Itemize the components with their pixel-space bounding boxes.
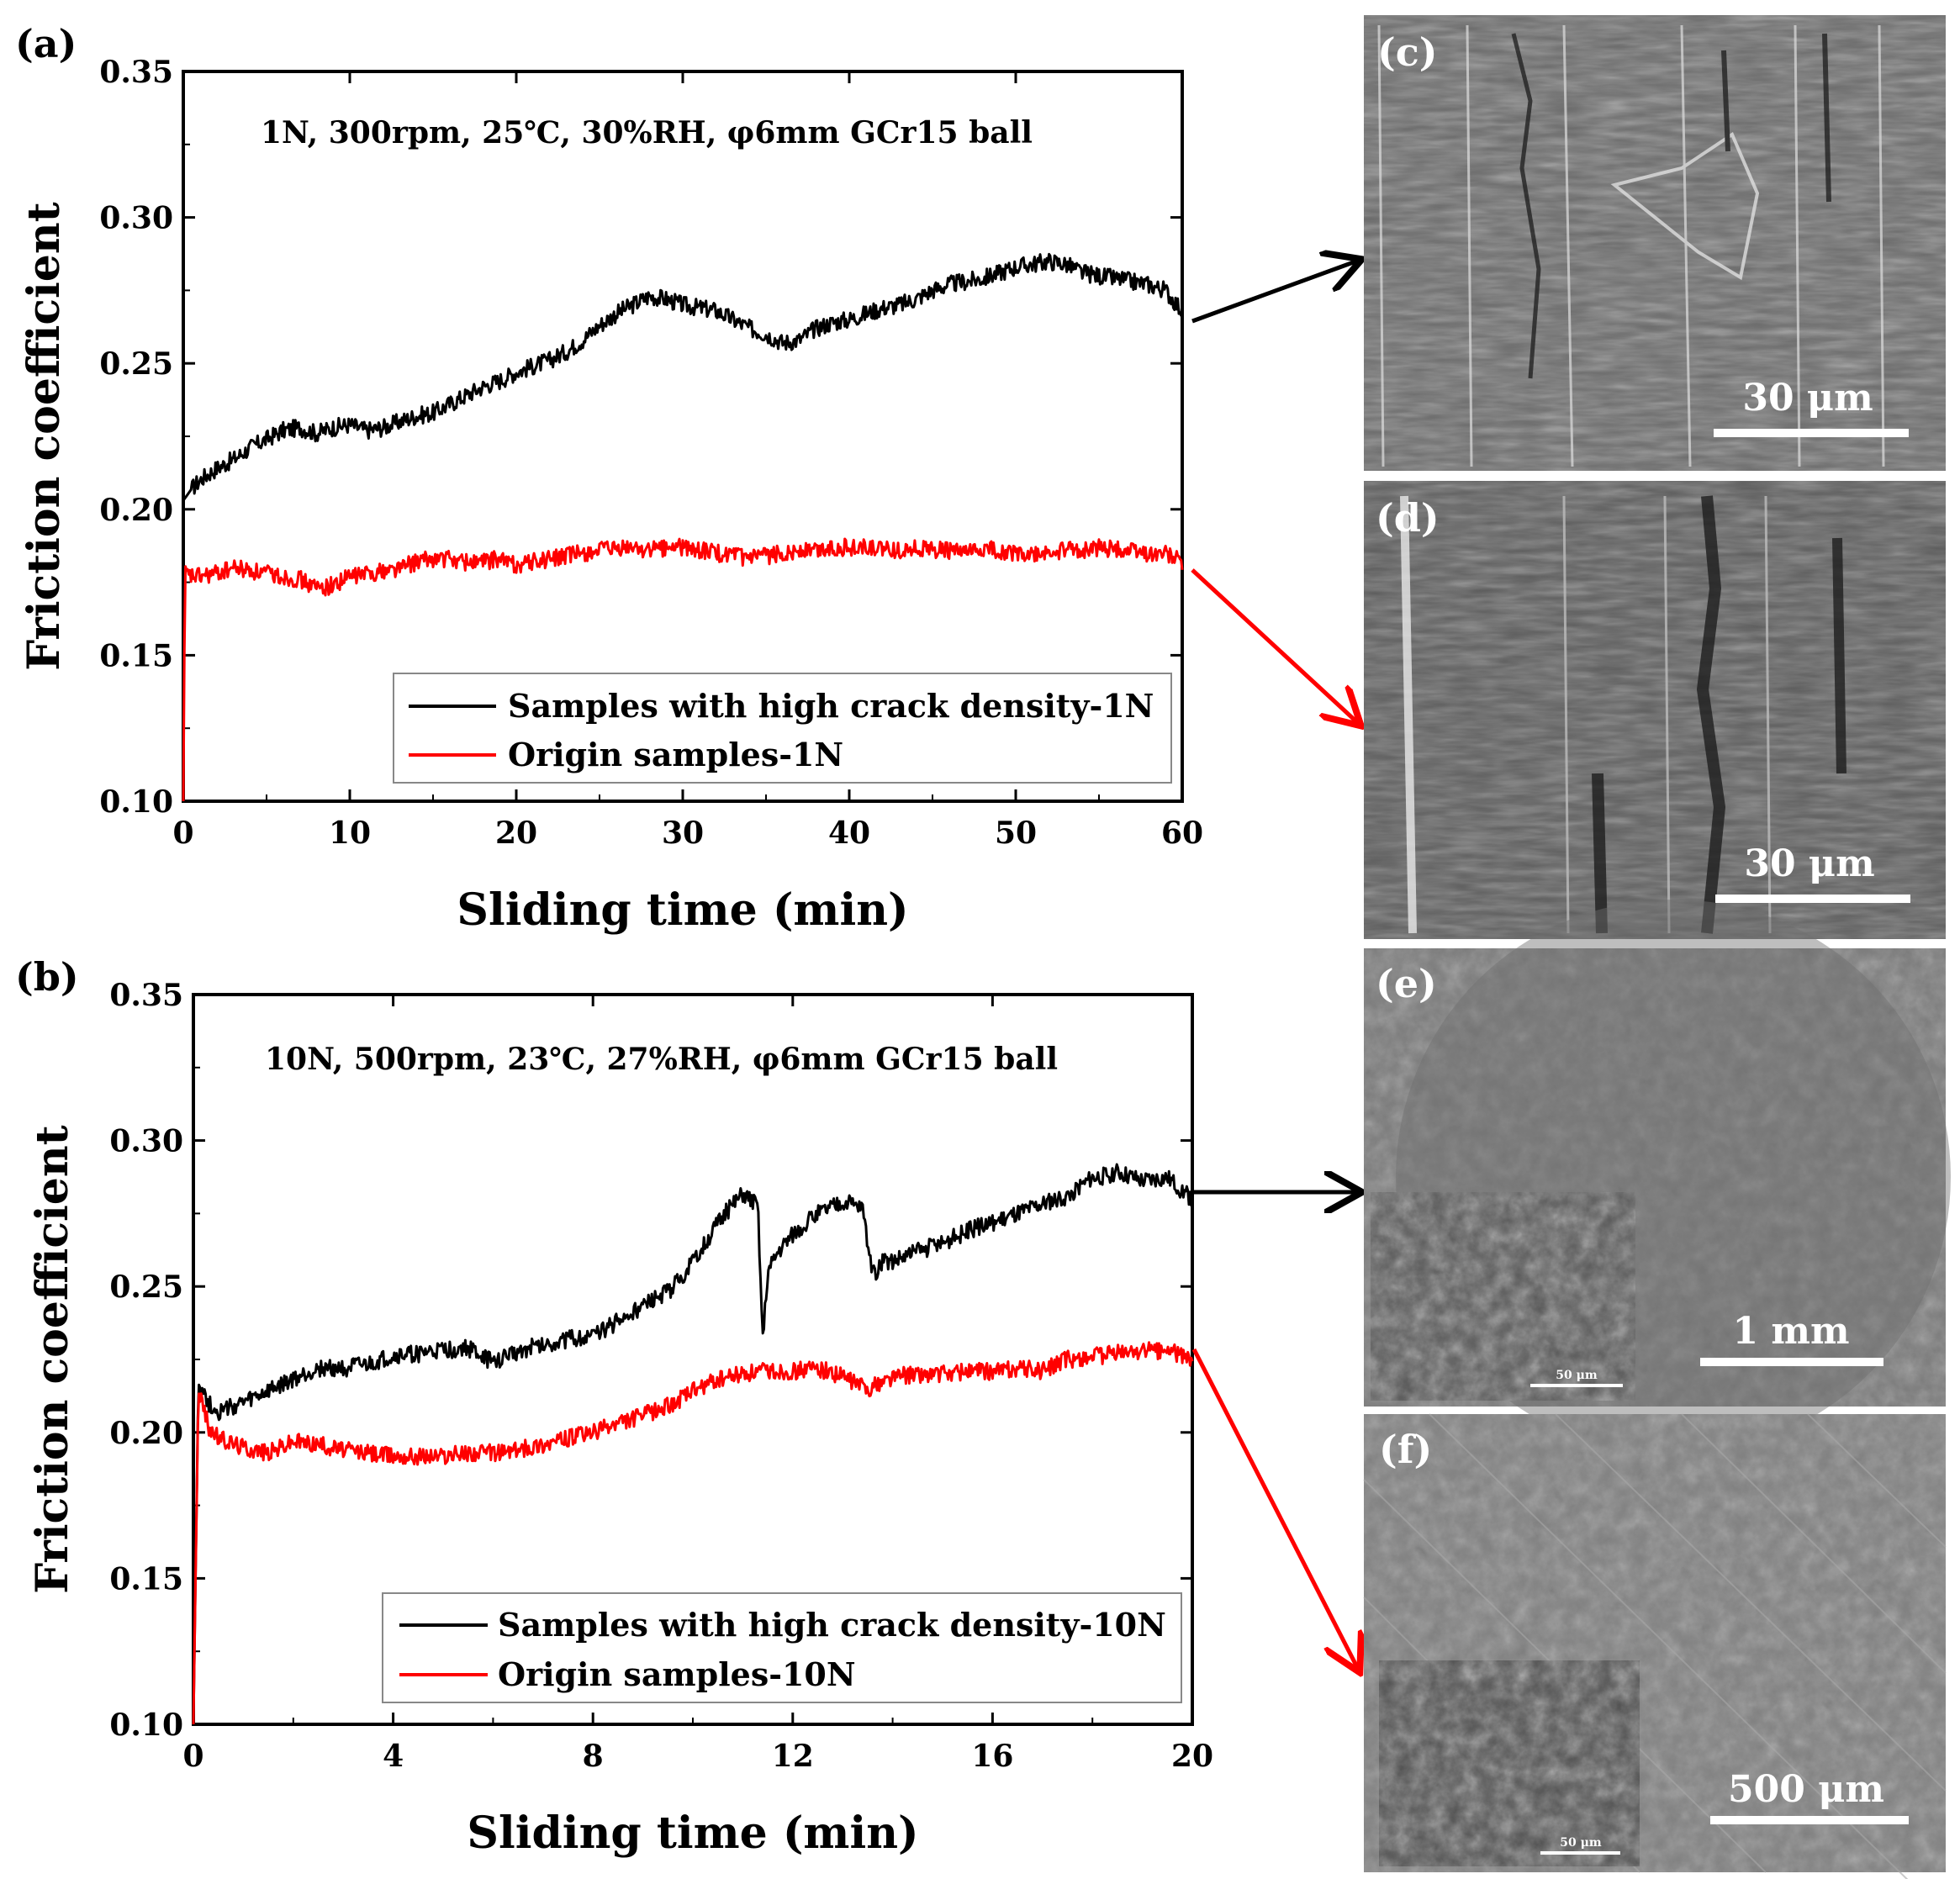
y-tick-label-a-3: 0.25 [99,346,173,382]
arrow-a-crack-to-c [1191,261,1358,324]
scale-bar-label-f: 500 μm [1728,1768,1884,1811]
chart-a: (a) 0 10 20 30 40 50 60 0.10 0.15 0.20 0.25 0.30 0.3… [15,21,1203,936]
x-tick-label-b-0: 0 [182,1739,203,1774]
sem-image-c: (c) 30 μm [1364,15,1946,471]
y-tick-label-b-1: 0.15 [109,1561,183,1597]
legend-box-a [393,673,1172,784]
inset-scale-label-f: 50 μm [1560,1836,1602,1850]
panel-label-a: (a) [15,21,77,66]
x-tick-label-a-6: 60 [1161,815,1203,851]
axis-ticks-b: 0 4 8 12 16 20 0.10 0.15 0.20 0.25 0.30 0.35 [109,978,1213,1774]
x-tick-label-b-3: 12 [772,1739,814,1774]
inset-scale-bar-f [1540,1851,1620,1855]
y-tick-label-b-4: 0.30 [109,1124,183,1159]
x-tick-label-b-1: 4 [383,1739,404,1774]
x-axis-title-a: Sliding time (min) [457,884,908,936]
series-line-a-origin [182,537,1184,802]
legend-label-origin-a: Origin samples-1N [508,736,843,773]
legend-box-b [382,1592,1182,1703]
sem-inset-texture-f [1379,1660,1640,1866]
x-tick-label-b-5: 20 [1171,1739,1213,1774]
inset-scale-bar-e [1530,1384,1623,1387]
sem-wear-features-d [1400,495,1846,934]
x-tick-label-b-4: 16 [971,1739,1013,1774]
x-tick-label-a-0: 0 [172,815,193,851]
sem-inset-texture-e [1371,1192,1635,1401]
y-tick-label-b-0: 0.10 [109,1707,183,1743]
scale-bar-e [1700,1358,1883,1366]
legend-b: Samples with high crack density-10N Orig… [382,1592,1182,1703]
sem-label-e: (e) [1376,961,1437,1006]
series-line-b-crack [192,1163,1194,1725]
x-tick-label-a-5: 50 [995,815,1037,851]
sem-wear-features-c [1377,24,1885,467]
scale-bar-c [1714,429,1909,437]
y-tick-label-a-5: 0.35 [99,55,173,90]
y-tick-label-b-3: 0.25 [109,1269,183,1305]
y-tick-label-a-4: 0.30 [99,201,173,236]
y-tick-label-b-5: 0.35 [109,978,183,1013]
y-tick-label-a-2: 0.20 [99,493,173,528]
x-tick-label-a-4: 40 [828,815,870,851]
sem-image-f: 50 μm (f) 500 μm [1363,1413,1947,1879]
legend-label-origin-b: Origin samples-10N [498,1655,856,1693]
x-tick-label-b-2: 8 [583,1739,604,1774]
y-tick-label-a-1: 0.15 [99,638,173,673]
legend-a: Samples with high crack density-1N Origi… [393,673,1172,784]
scale-bar-f [1710,1816,1909,1824]
sem-texture-c [1364,15,1946,471]
y-tick-label-a-0: 0.10 [99,784,173,820]
scale-bar-d [1715,895,1910,903]
series-lines-b [192,1163,1194,1725]
y-tick-label-b-2: 0.20 [109,1416,183,1451]
sem-image-d: (d) 30 μm [1364,481,1946,939]
series-line-b-origin [192,1341,1194,1725]
x-tick-label-a-1: 10 [329,815,371,851]
legend-label-crack-b: Samples with high crack density-10N [498,1606,1166,1644]
chart-b: (b) 0 4 8 12 16 20 0.10 0.15 0.20 0.25 0.30 0.35 10… [15,954,1213,1859]
scale-bar-label-c: 30 μm [1742,377,1873,420]
series-lines-a [182,252,1184,802]
scale-bar-label-d: 30 μm [1744,842,1874,885]
x-tick-label-a-3: 30 [662,815,704,851]
arrow-a-origin-to-d [1191,568,1358,723]
x-axis-title-b: Sliding time (min) [467,1808,918,1859]
x-tick-label-a-2: 20 [495,815,537,851]
annotation-a: 1N, 300rpm, 25℃, 30%RH, φ6mm GCr15 ball [261,115,1033,150]
sem-label-d: (d) [1376,495,1440,541]
arrow-b-origin-to-f [1191,1348,1358,1669]
legend-label-crack-a: Samples with high crack density-1N [508,687,1154,725]
sem-texture-d [1364,481,1946,939]
sem-label-f: (f) [1379,1427,1432,1472]
inset-scale-label-e: 50 μm [1556,1369,1598,1382]
sem-label-c: (c) [1377,29,1438,75]
panel-label-b: (b) [15,954,79,1000]
series-line-a-crack [182,252,1184,502]
sem-image-e: 50 μm (e) 1 mm [1364,900,1951,1454]
scale-bar-label-e: 1 mm [1732,1310,1849,1353]
y-axis-title-a: Friction coefficient [18,202,70,670]
y-axis-title-b: Friction coefficient [27,1125,78,1593]
axis-ticks-a: 0 10 20 30 40 50 60 0.10 0.15 0.20 0.25 0.30 0.35 [99,55,1203,851]
annotation-b: 10N, 500rpm, 23℃, 27%RH, φ6mm GCr15 ball [265,1042,1058,1077]
